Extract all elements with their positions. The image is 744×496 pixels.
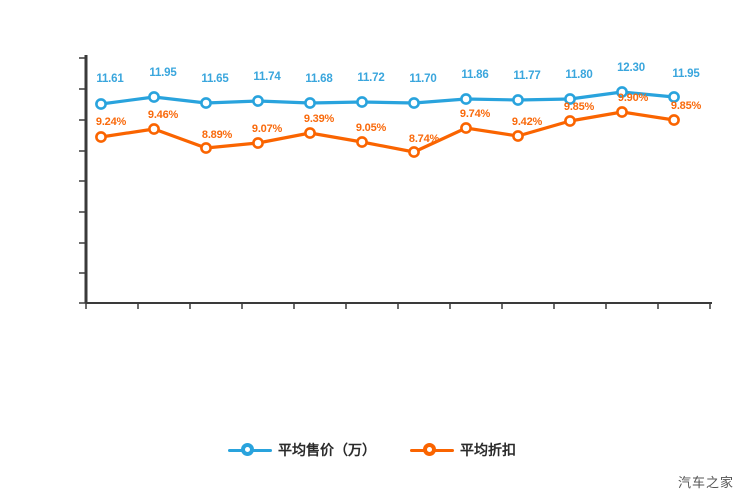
x-axis-ticks <box>85 303 711 309</box>
discount-value-label: 9.46% <box>147 109 179 121</box>
chart-legend: 平均售价（万） 平均折扣 <box>0 440 744 460</box>
y-axis-ticks <box>79 57 86 304</box>
legend-label-price: 平均售价（万） <box>278 442 376 458</box>
price-value-label: 11.86 <box>461 69 489 81</box>
discount-value-label: 9.07% <box>251 123 283 135</box>
circle-line-orange-icon <box>410 441 454 459</box>
discount-value-label: 9.85% <box>670 100 702 112</box>
price-value-label: 11.77 <box>513 70 541 82</box>
discount-value-label: 9.05% <box>355 122 387 134</box>
price-value-label: 11.61 <box>96 73 124 85</box>
discount-value-label: 9.42% <box>511 116 543 128</box>
discount-value-label: 8.74% <box>408 133 440 145</box>
price-value-label: 11.70 <box>409 73 437 85</box>
discount-value-label: 9.90% <box>617 92 649 104</box>
price-value-label: 11.74 <box>253 71 281 83</box>
discount-value-label: 8.89% <box>201 129 233 141</box>
price-value-label: 11.95 <box>672 68 700 80</box>
discount-markers <box>95 106 680 158</box>
price-value-label: 11.95 <box>149 67 177 79</box>
discount-value-label: 9.24% <box>95 116 127 128</box>
price-value-label: 11.72 <box>357 72 385 84</box>
price-markers <box>95 86 680 110</box>
price-value-label: 12.30 <box>617 62 645 74</box>
price-value-label: 11.65 <box>201 73 229 85</box>
watermark: 汽车之家 <box>677 475 734 490</box>
discount-value-label: 9.39% <box>303 113 335 125</box>
legend-item-discount[interactable]: 平均折扣 <box>410 440 516 460</box>
legend-item-price[interactable]: 平均售价（万） <box>228 440 376 460</box>
circle-line-blue-icon <box>228 441 272 459</box>
discount-value-label: 9.74% <box>459 108 491 120</box>
discount-value-label: 9.85% <box>563 101 595 113</box>
price-line <box>99 90 676 106</box>
price-value-label: 11.68 <box>305 73 333 85</box>
discount-line <box>99 110 676 154</box>
price-value-label: 11.80 <box>565 69 593 81</box>
legend-label-discount: 平均折扣 <box>460 442 516 458</box>
